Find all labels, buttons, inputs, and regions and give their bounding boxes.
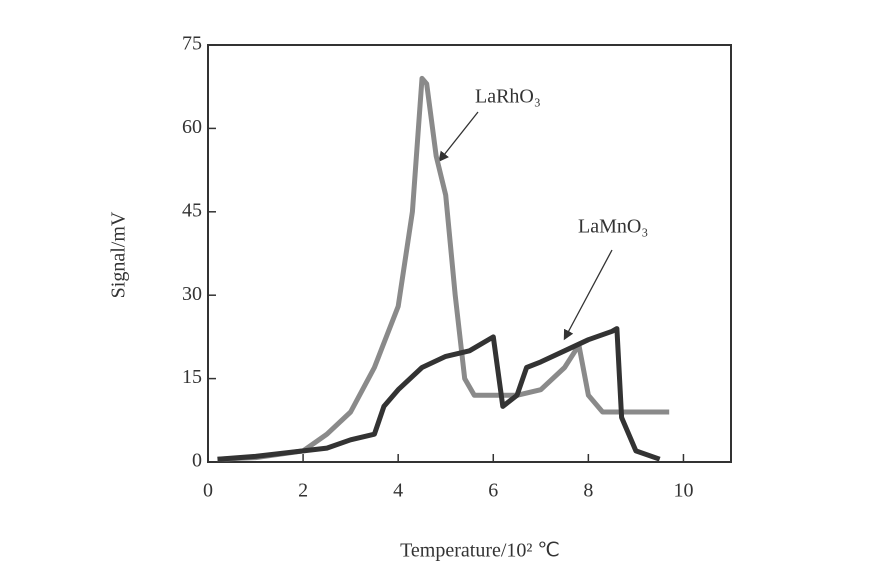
series-label: LaMnO₃ [578, 216, 648, 238]
x-tick-label: 6 [488, 480, 498, 502]
x-tick-label: 10 [673, 480, 693, 502]
y-tick-label: 15 [182, 366, 202, 388]
x-axis-label: Temperature/10² ℃ [400, 540, 560, 562]
y-tick-label: 30 [182, 283, 202, 305]
x-tick-label: 8 [583, 480, 593, 502]
series-line [217, 75, 670, 462]
annotation-arrow [563, 249, 613, 341]
series-label: LaRhO₃ [475, 86, 541, 108]
y-axis-label: Signal/mV [108, 211, 130, 298]
x-tick-label: 4 [393, 480, 403, 502]
y-tick-label: 75 [182, 33, 202, 55]
plot-frame [207, 44, 732, 463]
y-tick-label: 0 [192, 450, 202, 472]
series-line [217, 326, 661, 462]
y-tick-label: 60 [182, 116, 202, 138]
x-tick-label: 0 [203, 480, 213, 502]
y-tick-label: 45 [182, 199, 202, 221]
annotation-arrow [438, 111, 479, 163]
x-tick-label: 2 [298, 480, 308, 502]
